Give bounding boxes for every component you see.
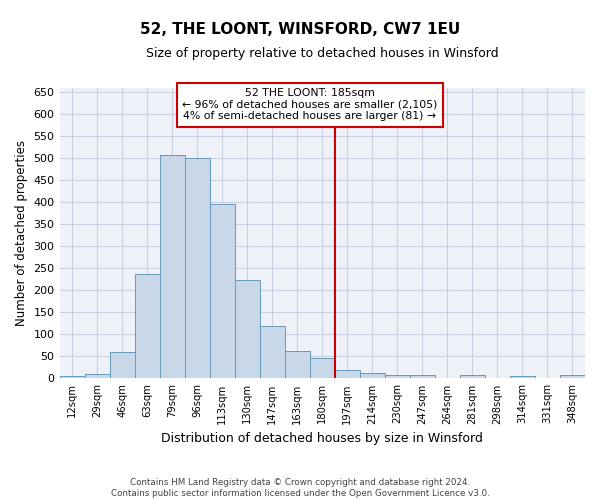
Bar <box>460 375 485 378</box>
Title: Size of property relative to detached houses in Winsford: Size of property relative to detached ho… <box>146 48 499 60</box>
Bar <box>510 376 535 378</box>
Bar <box>209 204 235 378</box>
Bar <box>260 326 285 378</box>
Bar <box>310 358 335 378</box>
Bar <box>85 374 110 378</box>
Bar <box>110 352 134 378</box>
Bar <box>235 280 260 378</box>
Bar <box>285 351 310 378</box>
Bar <box>385 375 410 378</box>
Bar <box>134 274 160 378</box>
Bar <box>560 376 585 378</box>
Text: 52, THE LOONT, WINSFORD, CW7 1EU: 52, THE LOONT, WINSFORD, CW7 1EU <box>140 22 460 38</box>
Bar <box>360 373 385 378</box>
Bar <box>410 376 435 378</box>
Text: Contains HM Land Registry data © Crown copyright and database right 2024.
Contai: Contains HM Land Registry data © Crown c… <box>110 478 490 498</box>
X-axis label: Distribution of detached houses by size in Winsford: Distribution of detached houses by size … <box>161 432 483 445</box>
Bar <box>59 376 85 378</box>
Bar <box>185 158 209 378</box>
Bar <box>160 156 185 378</box>
Y-axis label: Number of detached properties: Number of detached properties <box>15 140 28 326</box>
Text: 52 THE LOONT: 185sqm
← 96% of detached houses are smaller (2,105)
4% of semi-det: 52 THE LOONT: 185sqm ← 96% of detached h… <box>182 88 437 122</box>
Bar <box>335 370 360 378</box>
